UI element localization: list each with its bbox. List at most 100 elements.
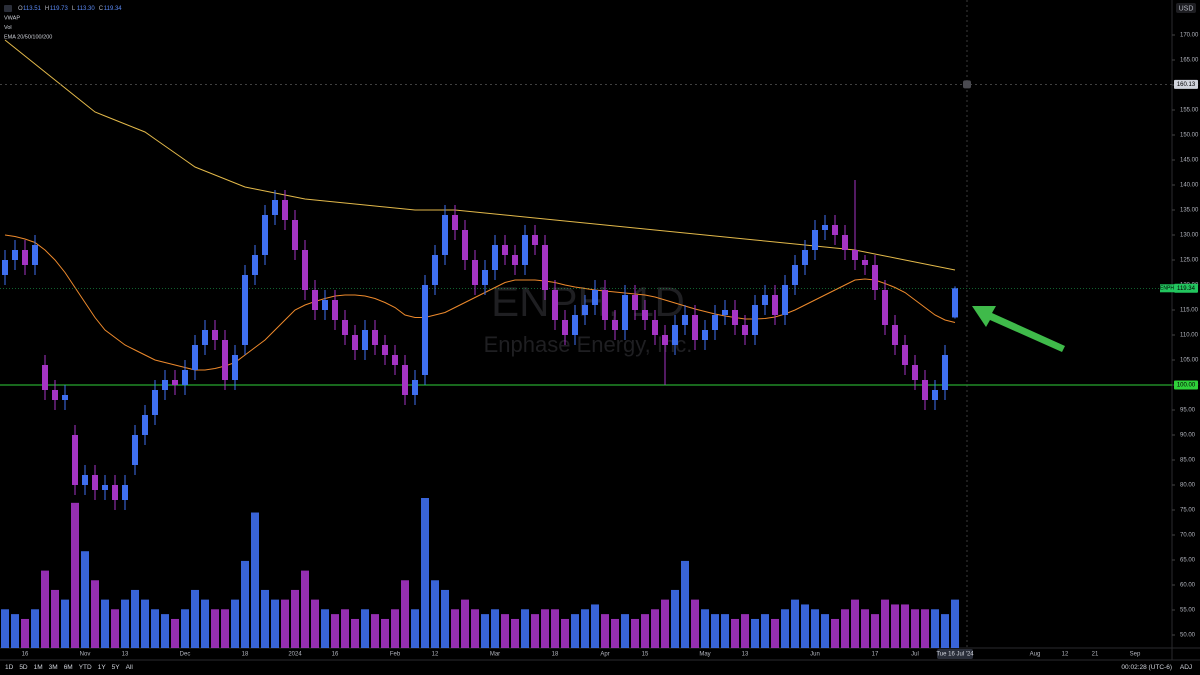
y-tick-label: 55.00 — [1180, 608, 1196, 614]
range-button[interactable]: All — [126, 664, 134, 671]
time-tag — [937, 649, 973, 659]
volume-bar — [361, 609, 369, 648]
price-tag — [1174, 380, 1198, 390]
candle-body — [422, 285, 428, 375]
volume-bar — [611, 618, 619, 648]
candle-body — [932, 390, 938, 400]
candle-body — [892, 325, 898, 345]
x-tick-label: Nov — [80, 652, 91, 658]
volume-bar — [901, 604, 909, 648]
candle-body — [822, 225, 828, 230]
candle-body — [572, 315, 578, 335]
y-tick-label: 90.00 — [1180, 433, 1196, 439]
candle-body — [142, 415, 148, 435]
volume-bar — [771, 618, 779, 648]
price-tag-label: 100.00 — [1177, 383, 1196, 389]
volume-bar — [131, 589, 139, 648]
candle-body — [462, 230, 468, 260]
y-tick-label: 170.00 — [1180, 33, 1199, 39]
volume-bar — [281, 599, 289, 648]
volume-bar — [881, 599, 889, 648]
volume-bar — [641, 614, 649, 648]
candle-body — [732, 310, 738, 325]
range-button[interactable]: 6M — [64, 664, 73, 671]
volume-bar — [311, 599, 319, 648]
candle-body — [502, 245, 508, 255]
indicator-label[interactable]: VWAP — [4, 15, 20, 21]
x-tick-label: 12 — [1062, 652, 1069, 658]
crosshair-tag-label: 160.13 — [1177, 82, 1196, 88]
volume-bar — [171, 618, 179, 648]
candle-body — [602, 290, 608, 320]
range-button[interactable]: 5Y — [112, 664, 121, 671]
range-button[interactable]: YTD — [79, 664, 92, 671]
volume-bar — [181, 609, 189, 648]
volume-bar — [101, 599, 109, 648]
range-button[interactable]: 5D — [19, 664, 28, 671]
volume-bar — [731, 618, 739, 648]
volume-bar — [701, 609, 709, 648]
candle-body — [702, 330, 708, 340]
candle-body — [382, 345, 388, 355]
candle-body — [802, 250, 808, 265]
candle-body — [722, 310, 728, 315]
y-tick-label: 80.00 — [1180, 483, 1196, 489]
volume-bar — [51, 589, 59, 648]
candle-body — [792, 265, 798, 285]
crosshair-handle[interactable] — [963, 80, 971, 89]
volume-bar — [561, 618, 569, 648]
candle-body — [452, 215, 458, 230]
candle-body — [552, 290, 558, 320]
volume-bar — [791, 599, 799, 648]
candle-body — [812, 230, 818, 250]
candle-body — [952, 288, 958, 318]
y-tick-label: 95.00 — [1180, 408, 1196, 414]
currency-box[interactable] — [1176, 3, 1196, 13]
volume-bar — [451, 609, 459, 648]
currency[interactable]: USD — [1179, 5, 1194, 12]
x-tick-label: May — [699, 652, 710, 658]
volume-bar — [21, 618, 29, 648]
candle-body — [282, 200, 288, 220]
volume-bar — [191, 589, 199, 648]
volume-bar — [321, 609, 329, 648]
volume-bar — [421, 498, 429, 648]
volume-bar — [401, 580, 409, 648]
adj-button[interactable]: ADJ — [1180, 664, 1192, 671]
candle-body — [182, 370, 188, 385]
volume-bar — [781, 609, 789, 648]
candle-body — [172, 380, 178, 385]
candle-body — [2, 260, 8, 275]
legend-key: O — [18, 6, 23, 12]
range-button[interactable]: 1M — [34, 664, 43, 671]
x-tick-label: Jul — [911, 652, 919, 658]
candle-body — [942, 355, 948, 390]
indicator-label[interactable]: Vol — [4, 25, 12, 31]
legend-value: 113.30 — [77, 6, 96, 12]
candle-body — [212, 330, 218, 340]
range-button[interactable]: 1D — [5, 664, 14, 671]
legend-icon[interactable] — [4, 5, 12, 12]
candle-body — [902, 345, 908, 365]
candle-body — [62, 395, 68, 400]
volume-bar — [531, 614, 539, 648]
candle-body — [272, 200, 278, 215]
candle-body — [662, 335, 668, 345]
range-button[interactable]: 1Y — [98, 664, 107, 671]
volume-bar — [301, 570, 309, 648]
x-tick-label: Feb — [390, 652, 401, 658]
volume-bar — [601, 614, 609, 648]
volume-bar — [11, 614, 19, 648]
range-button[interactable]: 3M — [49, 664, 58, 671]
volume-bar — [61, 599, 69, 648]
candle-body — [432, 255, 438, 285]
legend-value: 119.73 — [50, 6, 69, 12]
candle-body — [482, 270, 488, 285]
volume-bar — [631, 618, 639, 648]
volume-bar — [261, 589, 269, 648]
volume-bar — [211, 609, 219, 648]
indicator-label[interactable]: EMA 20/50/100/200 — [4, 34, 52, 40]
volume-bar — [31, 609, 39, 648]
volume-bar — [581, 609, 589, 648]
